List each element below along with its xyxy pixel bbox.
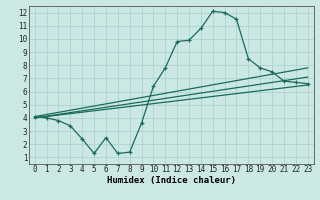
X-axis label: Humidex (Indice chaleur): Humidex (Indice chaleur) xyxy=(107,176,236,185)
